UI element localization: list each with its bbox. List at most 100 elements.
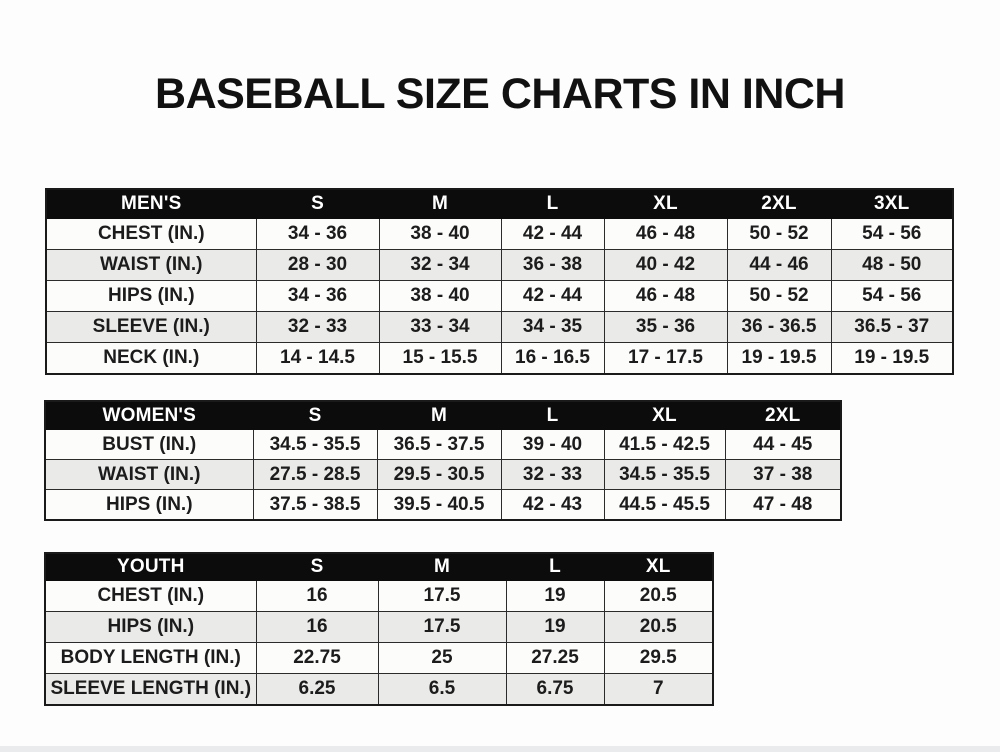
size-value-cell: 17 - 17.5 [603, 342, 728, 375]
size-value-cell: 27.25 [505, 642, 605, 674]
size-value-cell: 36 - 36.5 [726, 311, 832, 343]
size-value-cell: 32 - 33 [500, 459, 605, 490]
size-value-cell: 16 - 16.5 [500, 342, 605, 375]
size-column-header: 3XL [830, 188, 954, 219]
size-value-cell: 32 - 33 [255, 311, 380, 343]
size-column-header: S [252, 400, 378, 430]
size-value-cell: 6.75 [505, 673, 605, 706]
size-value-cell: 7 [603, 673, 714, 706]
table-row: CHEST (IN.) 34 - 36 38 - 40 42 - 44 46 - 48 5… [45, 218, 954, 250]
youth-size-table: YOUTH S M L XL CHEST (IN.) 16 17.5 19 20.5 HIPS (… [44, 552, 714, 706]
size-value-cell: 54 - 56 [830, 280, 954, 312]
size-column-header: XL [603, 188, 728, 219]
row-label-cell: WAIST (IN.) [44, 459, 254, 490]
table-row: BUST (IN.) 34.5 - 35.5 36.5 - 37.5 39 - 40 4… [44, 429, 842, 460]
size-value-cell: 48 - 50 [830, 249, 954, 281]
row-label-cell: HIPS (IN.) [44, 489, 254, 521]
size-value-cell: 44.5 - 45.5 [603, 489, 726, 521]
size-column-header: M [376, 400, 502, 430]
size-value-cell: 44 - 46 [726, 249, 832, 281]
size-column-header: L [505, 552, 605, 581]
table-row: WAIST (IN.) 27.5 - 28.5 29.5 - 30.5 32 - 33… [44, 459, 842, 490]
size-value-cell: 46 - 48 [603, 280, 728, 312]
size-value-cell: 46 - 48 [603, 218, 728, 250]
table-row: HIPS (IN.) 34 - 36 38 - 40 42 - 44 46 - 48 50… [45, 280, 954, 312]
table-row: BODY LENGTH (IN.) 22.75 25 27.25 29.5 [44, 642, 714, 674]
size-value-cell: 34.5 - 35.5 [603, 459, 726, 490]
size-value-cell: 47 - 48 [724, 489, 842, 521]
size-value-cell: 29.5 - 30.5 [376, 459, 502, 490]
size-value-cell: 54 - 56 [830, 218, 954, 250]
size-value-cell: 34 - 35 [500, 311, 605, 343]
size-column-header: L [500, 400, 605, 430]
page-title: BASEBALL SIZE CHARTS IN INCH [155, 70, 845, 118]
table-row: NECK (IN.) 14 - 14.5 15 - 15.5 16 - 16.5 17 … [45, 342, 954, 375]
table-header-row: MEN'S S M L XL 2XL 3XL [45, 188, 954, 219]
size-value-cell: 28 - 30 [255, 249, 380, 281]
size-value-cell: 19 [505, 580, 605, 612]
table-title-cell: YOUTH [44, 552, 257, 581]
table-row: HIPS (IN.) 16 17.5 19 20.5 [44, 611, 714, 643]
size-value-cell: 36 - 38 [500, 249, 605, 281]
size-value-cell: 6.25 [255, 673, 379, 706]
size-value-cell: 40 - 42 [603, 249, 728, 281]
size-value-cell: 36.5 - 37.5 [376, 429, 502, 460]
size-value-cell: 35 - 36 [603, 311, 728, 343]
table-row: SLEEVE LENGTH (IN.) 6.25 6.5 6.75 7 [44, 673, 714, 706]
size-column-header: S [255, 552, 379, 581]
size-column-header: L [500, 188, 605, 219]
row-label-cell: CHEST (IN.) [45, 218, 257, 250]
size-value-cell: 37.5 - 38.5 [252, 489, 378, 521]
size-value-cell: 22.75 [255, 642, 379, 674]
row-label-cell: WAIST (IN.) [45, 249, 257, 281]
size-column-header: XL [603, 552, 714, 581]
size-value-cell: 17.5 [377, 611, 507, 643]
size-value-cell: 29.5 [603, 642, 714, 674]
mens-size-table: MEN'S S M L XL 2XL 3XL CHEST (IN.) 34 - 36 38 - … [45, 188, 954, 375]
size-value-cell: 36.5 - 37 [830, 311, 954, 343]
size-value-cell: 34 - 36 [255, 218, 380, 250]
size-value-cell: 34 - 36 [255, 280, 380, 312]
size-value-cell: 44 - 45 [724, 429, 842, 460]
size-value-cell: 27.5 - 28.5 [252, 459, 378, 490]
row-label-cell: NECK (IN.) [45, 342, 257, 375]
table-title-cell: MEN'S [45, 188, 257, 219]
row-label-cell: BODY LENGTH (IN.) [44, 642, 257, 674]
table-header-row: WOMEN'S S M L XL 2XL [44, 400, 842, 430]
table-header-row: YOUTH S M L XL [44, 552, 714, 581]
size-value-cell: 16 [255, 611, 379, 643]
size-column-header: 2XL [726, 188, 832, 219]
size-column-header: M [377, 552, 507, 581]
size-value-cell: 32 - 34 [378, 249, 502, 281]
size-column-header: M [378, 188, 502, 219]
size-column-header: XL [603, 400, 726, 430]
table-title-cell: WOMEN'S [44, 400, 254, 430]
row-label-cell: HIPS (IN.) [45, 280, 257, 312]
row-label-cell: SLEEVE LENGTH (IN.) [44, 673, 257, 706]
size-value-cell: 19 - 19.5 [726, 342, 832, 375]
row-label-cell: SLEEVE (IN.) [45, 311, 257, 343]
bottom-strip [0, 746, 1000, 752]
size-value-cell: 17.5 [377, 580, 507, 612]
size-value-cell: 19 [505, 611, 605, 643]
size-value-cell: 42 - 44 [500, 280, 605, 312]
row-label-cell: CHEST (IN.) [44, 580, 257, 612]
size-value-cell: 42 - 44 [500, 218, 605, 250]
row-label-cell: BUST (IN.) [44, 429, 254, 460]
size-value-cell: 37 - 38 [724, 459, 842, 490]
size-value-cell: 20.5 [603, 611, 714, 643]
size-value-cell: 41.5 - 42.5 [603, 429, 726, 460]
table-row: WAIST (IN.) 28 - 30 32 - 34 36 - 38 40 - 42 4… [45, 249, 954, 281]
size-value-cell: 42 - 43 [500, 489, 605, 521]
size-value-cell: 6.5 [377, 673, 507, 706]
row-label-cell: HIPS (IN.) [44, 611, 257, 643]
size-value-cell: 25 [377, 642, 507, 674]
size-value-cell: 19 - 19.5 [830, 342, 954, 375]
size-value-cell: 39 - 40 [500, 429, 605, 460]
size-value-cell: 38 - 40 [378, 280, 502, 312]
size-value-cell: 50 - 52 [726, 280, 832, 312]
size-column-header: S [255, 188, 380, 219]
size-value-cell: 14 - 14.5 [255, 342, 380, 375]
size-value-cell: 50 - 52 [726, 218, 832, 250]
